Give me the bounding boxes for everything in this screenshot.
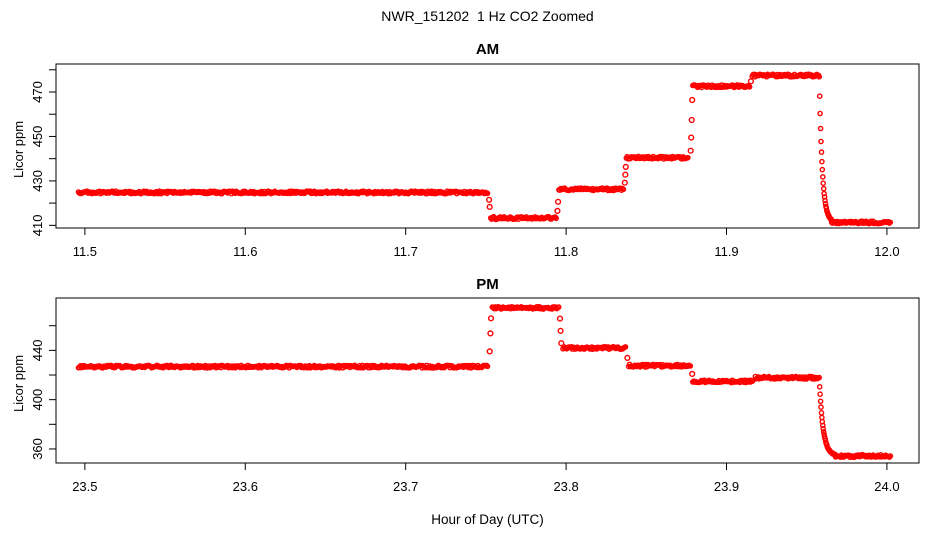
transition-point [621,179,628,186]
transition-point [622,171,629,178]
x-tick-label: 11.7 [394,244,418,259]
transition-point [688,116,695,124]
transition-point [624,354,631,362]
x-tick-label: 24.0 [874,479,899,494]
x-tick-label: 23.7 [393,479,418,494]
x-tick-label: 11.6 [233,244,257,259]
transition-point [486,196,493,203]
y-tick-label: 440 [30,340,45,362]
am-panel-title: AM [475,41,500,58]
transition-point [689,96,696,104]
y-tick-label: 470 [30,81,45,103]
am-axis-ticks [49,69,888,235]
x-tick-label: 23.5 [72,479,97,494]
transition-point [558,340,565,347]
transition-point [688,134,695,141]
transition-point [747,78,755,85]
transition-point [487,315,495,322]
am-axis-tick-labels: 11.5 11.6 11.7 11.8 11.9 12.0 410 430 450 470 [30,81,900,259]
y-tick-label: 450 [30,126,45,148]
pm-axis-tick-labels: 23.5 23.6 23.7 23.8 23.9 24.0 360 400 440 [30,340,900,494]
transition-point [687,147,694,154]
transition-point [486,203,493,211]
x-tick-label: 11.8 [554,244,578,259]
pm-panel: 23.5 23.6 23.7 23.8 23.9 24.0 360 400 440 [30,297,920,494]
x-tick-label: 11.9 [714,244,738,259]
x-tick-label: 23.8 [553,479,578,494]
transition-point [487,330,494,337]
transition-point [486,348,493,355]
x-tick-label: 23.6 [233,479,258,494]
am-panel: 11.5 11.6 11.7 11.8 11.9 12.0 410 430 450 470 [30,63,920,259]
y-tick-label: 360 [30,438,45,460]
x-tick-label: 11.5 [73,244,97,259]
chart-title: NWR_151202 1 Hz CO2 Zoomed [381,8,594,24]
transition-point [554,207,561,215]
y-tick-label: 430 [30,170,45,192]
pm-axis-ticks [49,325,888,470]
am-data-points [75,71,894,227]
am-plot-box [55,63,920,229]
pm-panel-title: PM [476,276,499,293]
y-tick-label: 410 [30,214,45,236]
x-tick-label: 12.0 [874,244,899,259]
transition-point [622,163,629,171]
pm-plot-box [55,297,920,464]
transition-point [554,198,562,205]
y-tick-label: 400 [30,389,45,411]
transition-point [556,315,564,322]
transition-point [557,327,564,334]
x-tick-label: 23.9 [714,479,739,494]
transition-point [689,370,696,378]
pm-data-points [75,303,894,461]
x-axis-label: Hour of Day (UTC) [431,512,544,527]
